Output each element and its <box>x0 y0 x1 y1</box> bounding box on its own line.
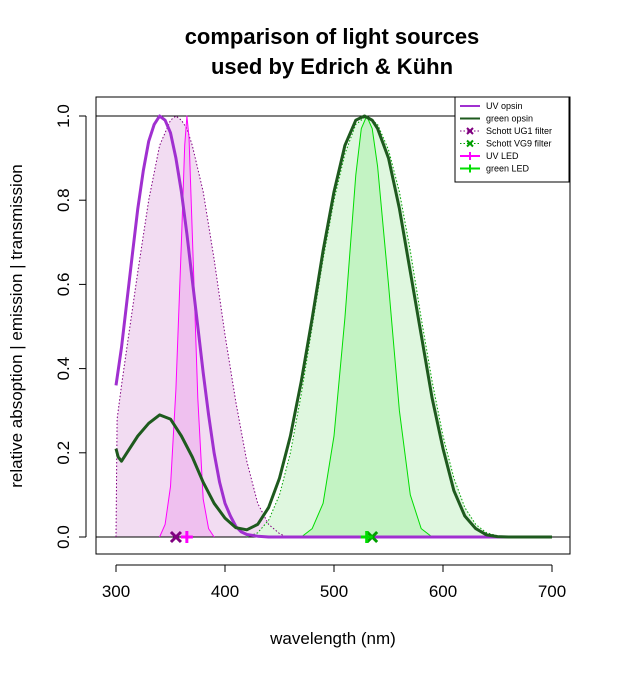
marker-uv-led <box>180 531 193 543</box>
y-axis-label: relative absoption | emission | transmis… <box>7 164 26 487</box>
y-tick-label-0.4: 0.4 <box>54 357 73 381</box>
y-tick-label-0.8: 0.8 <box>54 188 73 212</box>
chart-title-line-2: used by Edrich & Kühn <box>211 54 453 79</box>
x-tick-label-600: 600 <box>429 582 457 601</box>
plot-frame <box>95 96 571 555</box>
series-line-uv-opsin <box>114 114 552 539</box>
legend-marker-schott-vg9-filter <box>466 139 474 148</box>
x-tick-label-700: 700 <box>538 582 566 601</box>
series-line-schott-ug1-filter <box>115 115 291 538</box>
legend-label-schott-ug1-filter: Schott UG1 filter <box>486 126 552 136</box>
fill-green-led <box>301 116 433 537</box>
series-line-schott-vg9-filter <box>246 115 552 538</box>
y-tick-label-1.0: 1.0 <box>54 104 73 128</box>
legend-label-green-led: green LED <box>486 164 530 174</box>
series-line-green-opsin <box>114 114 552 539</box>
legend-marker-schott-ug1-filter <box>466 127 474 135</box>
legend-label-green-opsin: green opsin <box>486 114 533 124</box>
marker-green-led <box>360 531 373 543</box>
chart-title-line-1: comparison of light sources <box>185 24 480 49</box>
x-tick-label-400: 400 <box>211 582 239 601</box>
fill-schott-vg9-filter <box>246 116 553 537</box>
plot-area: 300 400 500 600 700 0.0 0.2 0.4 0.6 0.8 1.0 UV opsi… <box>54 96 571 601</box>
legend-label-uv-led: UV LED <box>486 151 519 161</box>
y-tick-label-0.6: 0.6 <box>54 273 73 297</box>
fill-uv-led <box>159 116 215 537</box>
y-tick-label-0.2: 0.2 <box>54 441 73 465</box>
y-tick-label-0.0: 0.0 <box>54 525 73 549</box>
marker-schott-ug1-filter <box>169 530 183 544</box>
x-axis-label: wavelength (nm) <box>269 629 396 648</box>
series-line-uv-led <box>159 115 215 538</box>
legend-label-schott-vg9-filter: Schott VG9 filter <box>486 139 552 149</box>
x-tick-label-300: 300 <box>102 582 130 601</box>
legend-label-uv-opsin: UV opsin <box>486 101 523 111</box>
x-tick-label-500: 500 <box>320 582 348 601</box>
fill-schott-ug1-filter <box>116 116 291 537</box>
